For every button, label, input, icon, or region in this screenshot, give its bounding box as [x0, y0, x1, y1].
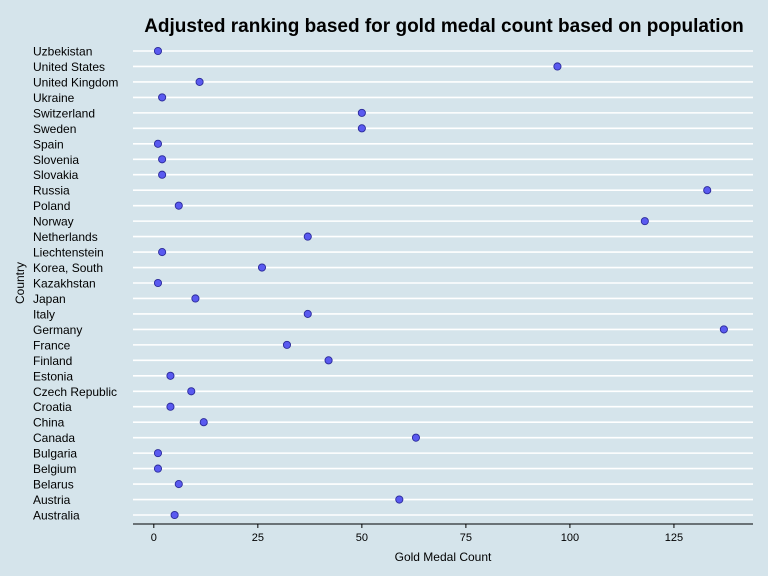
- category-label: Canada: [33, 431, 75, 445]
- gridlines: [133, 50, 753, 516]
- category-label: United States: [33, 60, 105, 74]
- category-label: China: [33, 416, 65, 430]
- category-label: France: [33, 338, 71, 352]
- data-point: [174, 201, 183, 210]
- category-label: Kazakhstan: [33, 277, 96, 291]
- category-label: United Kingdom: [33, 75, 118, 89]
- data-point: [553, 62, 562, 71]
- x-axis-ticks: 0 25 50 75 100 125: [151, 524, 683, 544]
- data-point: [703, 186, 712, 195]
- chart-title: Adjusted ranking based for gold medal co…: [144, 16, 744, 37]
- x-tick-label: 125: [665, 532, 683, 544]
- data-point: [153, 139, 163, 148]
- data-point: [153, 449, 163, 458]
- data-point: [395, 495, 404, 504]
- category-label: Korea, South: [33, 261, 103, 275]
- data-point: [166, 371, 175, 380]
- category-label: Netherlands: [33, 230, 98, 244]
- category-label: Ukraine: [33, 91, 75, 105]
- category-label: Japan: [33, 292, 66, 306]
- data-points: [153, 46, 728, 520]
- x-tick-label: 0: [151, 532, 157, 544]
- x-tick-label: 50: [356, 532, 368, 544]
- category-label: Slovenia: [33, 153, 79, 167]
- data-point: [191, 294, 200, 303]
- data-point: [158, 248, 167, 257]
- category-label: Austria: [33, 493, 71, 507]
- category-label: Estonia: [33, 369, 73, 383]
- data-point: [282, 340, 292, 349]
- data-point: [257, 263, 267, 272]
- category-label: Germany: [33, 323, 82, 337]
- data-point: [174, 480, 183, 489]
- data-point: [357, 124, 366, 133]
- category-label: Liechtenstein: [33, 246, 104, 260]
- category-label: Belgium: [33, 462, 76, 476]
- category-label: Spain: [33, 137, 64, 151]
- data-point: [303, 309, 312, 318]
- data-point: [357, 108, 366, 117]
- category-label: Czech Republic: [33, 385, 117, 399]
- category-label: Uzbekistan: [33, 45, 92, 59]
- data-point: [153, 464, 163, 473]
- y-axis-title: Country: [13, 262, 27, 304]
- data-point: [324, 356, 333, 365]
- category-label: Sweden: [33, 122, 76, 136]
- category-label: Russia: [33, 184, 70, 198]
- data-point: [166, 402, 175, 411]
- category-label: Poland: [33, 199, 70, 213]
- data-point: [199, 418, 208, 427]
- category-label: Belarus: [33, 478, 74, 492]
- x-tick-label: 25: [252, 532, 264, 544]
- category-label: Croatia: [33, 400, 72, 414]
- category-label: Italy: [33, 307, 55, 321]
- category-label: Norway: [33, 215, 74, 229]
- data-point: [640, 217, 649, 226]
- category-label: Australia: [33, 509, 80, 523]
- category-label: Bulgaria: [33, 447, 77, 461]
- category-label: Slovakia: [33, 168, 79, 182]
- x-tick-label: 75: [460, 532, 472, 544]
- data-point: [153, 46, 163, 56]
- data-point: [153, 278, 163, 288]
- data-point: [158, 93, 167, 102]
- data-point: [303, 232, 312, 241]
- category-label: Finland: [33, 354, 72, 368]
- x-axis-title: Gold Medal Count: [395, 550, 492, 564]
- data-point: [187, 387, 196, 396]
- data-point: [158, 155, 167, 164]
- data-point: [170, 510, 179, 520]
- category-label: Switzerland: [33, 106, 95, 120]
- data-point: [158, 170, 167, 179]
- data-point: [411, 433, 421, 442]
- data-point: [719, 325, 728, 334]
- x-tick-label: 100: [561, 532, 579, 544]
- data-point: [195, 77, 204, 86]
